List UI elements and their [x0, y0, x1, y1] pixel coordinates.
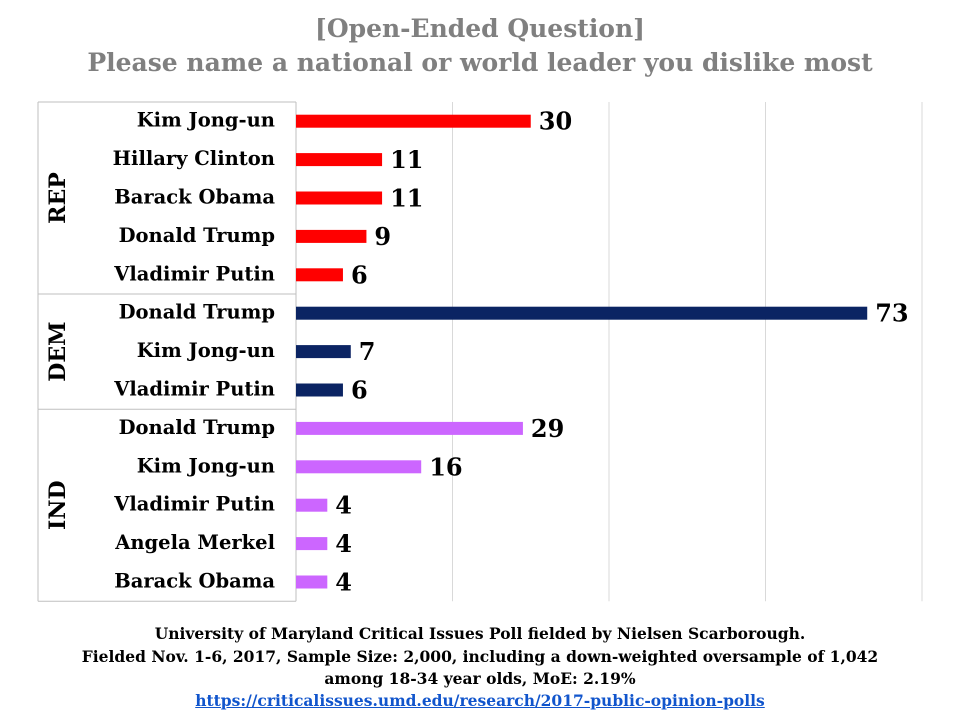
- bar: [296, 153, 383, 167]
- category-label: Vladimir Putin: [113, 378, 275, 401]
- chart-title-line1: [Open-Ended Question]: [314, 14, 645, 43]
- data-label: 4: [335, 529, 352, 558]
- category-label: Donald Trump: [119, 416, 275, 439]
- bar: [296, 191, 383, 205]
- bar: [296, 498, 328, 512]
- bar: [296, 537, 328, 551]
- category-label: Barack Obama: [114, 186, 275, 209]
- footer-link[interactable]: https://criticalissues.umd.edu/research/…: [195, 691, 765, 710]
- category-label: Vladimir Putin: [113, 493, 275, 516]
- data-label: 7: [359, 337, 376, 366]
- category-label: Vladimir Putin: [113, 262, 275, 285]
- group-label-rep: REP: [45, 172, 71, 224]
- data-label: 9: [374, 222, 391, 251]
- bar: [296, 268, 343, 282]
- data-label: 6: [351, 376, 368, 405]
- group-label-dem: DEM: [45, 321, 71, 381]
- bar: [296, 306, 868, 320]
- bar: [296, 383, 343, 397]
- category-label: Hillary Clinton: [113, 147, 275, 170]
- footer-source-line: University of Maryland Critical Issues P…: [154, 624, 806, 643]
- data-label: 6: [351, 260, 368, 289]
- footer-fielded-line: Fielded Nov. 1-6, 2017, Sample Size: 2,0…: [81, 647, 879, 666]
- bar: [296, 345, 351, 359]
- data-label: 4: [335, 491, 352, 520]
- data-label: 11: [390, 184, 423, 213]
- category-label: Kim Jong-un: [137, 454, 275, 477]
- category-label: Kim Jong-un: [137, 339, 275, 362]
- data-label: 73: [875, 299, 908, 328]
- category-label: Angela Merkel: [114, 531, 275, 554]
- category-label: Barack Obama: [114, 570, 275, 593]
- bar: [296, 460, 422, 474]
- bar: [296, 229, 367, 243]
- bar: [296, 575, 328, 589]
- data-label: 30: [539, 107, 572, 136]
- category-label: Donald Trump: [119, 301, 275, 324]
- data-label: 11: [390, 145, 423, 174]
- chart-title-line2: Please name a national or world leader y…: [87, 48, 873, 77]
- category-label: Kim Jong-un: [137, 109, 275, 132]
- category-label: Donald Trump: [119, 224, 275, 247]
- bar: [296, 421, 523, 435]
- bar-chart: REP Kim Jong-un 30 Hillary Clinton 11 Barack …: [37, 101, 923, 602]
- data-label: 16: [429, 452, 462, 481]
- footer-moe-line: among 18-34 year olds, MoE: 2.19%: [324, 669, 636, 688]
- data-label: 4: [335, 568, 352, 597]
- bar: [296, 114, 531, 128]
- group-label-ind: IND: [45, 480, 71, 529]
- data-label: 29: [531, 414, 564, 443]
